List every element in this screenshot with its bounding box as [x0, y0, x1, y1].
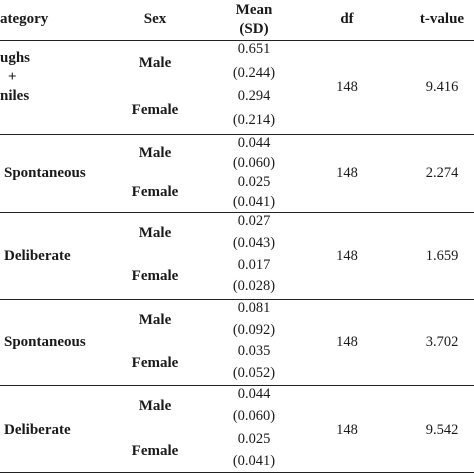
df-value: 148 — [336, 421, 358, 438]
sd-value: (0.028) — [232, 278, 276, 295]
category-label: + — [8, 69, 17, 85]
mean-value: 0.027 — [237, 213, 271, 229]
sex-label: Male — [138, 224, 172, 241]
sd-value: (0.041) — [232, 193, 276, 210]
sd-value: (0.214) — [232, 111, 276, 128]
sd-value: (0.244) — [232, 64, 276, 81]
row-divider — [0, 40, 474, 41]
sex-label: Female — [131, 442, 179, 459]
sex-label: Female — [131, 268, 179, 285]
row-divider — [0, 385, 474, 386]
header-category: ategory — [0, 11, 49, 27]
category-label: niles — [0, 88, 30, 104]
sd-value: (0.092) — [232, 321, 276, 338]
df-value: 148 — [336, 79, 358, 95]
header-sd: (SD) — [239, 21, 269, 37]
mean-value: 0.294 — [237, 88, 271, 104]
mean-value: 0.044 — [237, 386, 271, 402]
mean-value: 0.044 — [237, 135, 271, 151]
row-divider — [0, 299, 474, 300]
sex-label: Male — [138, 398, 172, 415]
mean-value: 0.025 — [237, 430, 271, 447]
header-sex: Sex — [143, 11, 167, 27]
df-value: 148 — [336, 334, 358, 350]
header-df: df — [340, 11, 354, 27]
t-value: 9.542 — [425, 421, 459, 438]
category-label: Deliberate — [4, 247, 71, 264]
t-value: 3.702 — [425, 334, 459, 350]
mean-value: 0.651 — [237, 41, 271, 57]
sd-value: (0.060) — [232, 154, 276, 171]
sd-value: (0.043) — [232, 234, 276, 251]
category-label: Spontaneous — [4, 165, 86, 181]
sd-value: (0.041) — [232, 452, 276, 469]
sex-label: Male — [138, 311, 172, 328]
row-divider — [0, 134, 474, 135]
row-divider — [0, 212, 474, 213]
sex-label: Male — [138, 54, 172, 71]
header-mean: Mean — [235, 2, 273, 18]
t-value: 9.416 — [425, 79, 459, 95]
sd-value: (0.060) — [232, 408, 276, 425]
t-value: 1.659 — [425, 247, 459, 264]
sex-label: Male — [138, 144, 172, 161]
mean-value: 0.035 — [237, 343, 271, 359]
df-value: 148 — [336, 247, 358, 264]
category-label: Spontaneous — [4, 334, 86, 350]
sd-value: (0.052) — [232, 364, 276, 381]
sex-label: Female — [131, 183, 179, 200]
row-divider — [0, 472, 474, 473]
header-t-value: t-value — [419, 11, 465, 27]
mean-value: 0.081 — [237, 300, 271, 316]
t-value: 2.274 — [425, 165, 459, 181]
mean-value: 0.025 — [237, 174, 271, 190]
sex-label: Female — [131, 101, 179, 118]
sex-label: Female — [131, 354, 179, 371]
df-value: 148 — [336, 165, 358, 181]
category-label: ughs — [0, 50, 31, 66]
mean-value: 0.017 — [237, 256, 271, 273]
category-label: Deliberate — [4, 421, 71, 438]
